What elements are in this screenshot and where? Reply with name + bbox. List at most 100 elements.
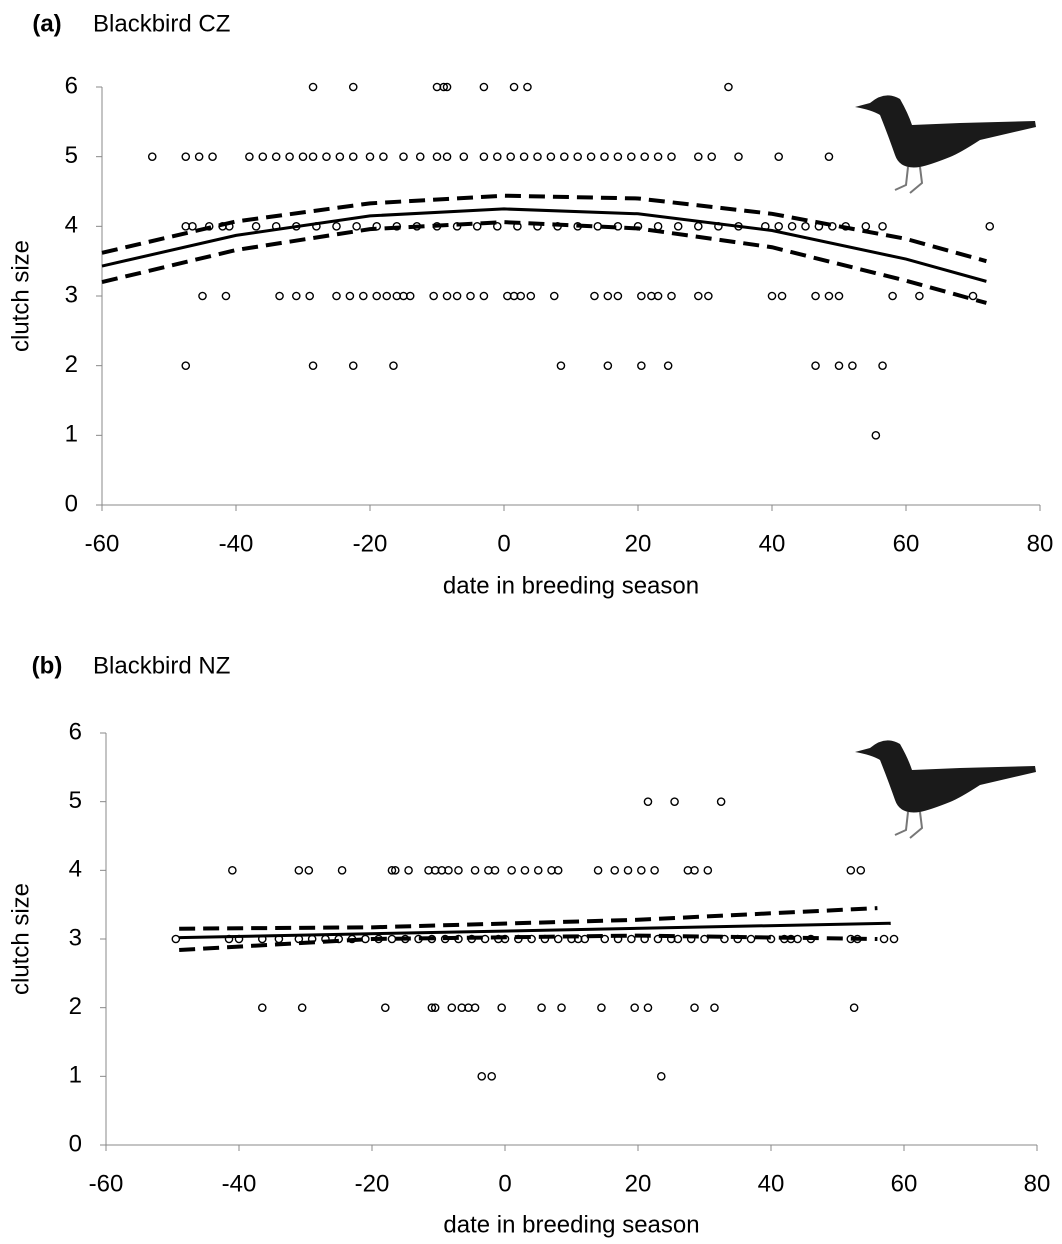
data-point: [204, 222, 214, 231]
y-tick-label: 0: [69, 1130, 82, 1157]
data-point: [537, 1003, 546, 1012]
data-point: [275, 291, 284, 301]
data-point: [452, 291, 462, 301]
data-point: [492, 152, 502, 161]
data-point: [716, 797, 726, 806]
x-tick-label: 80: [1024, 1170, 1051, 1197]
data-point: [258, 152, 268, 161]
data-point: [623, 866, 633, 875]
data-point: [593, 866, 603, 875]
data-point: [663, 361, 673, 370]
ci-line: [101, 193, 987, 264]
x-tick-label: 20: [625, 1170, 652, 1197]
panel-label: (a): [32, 10, 61, 37]
data-point: [533, 866, 543, 875]
data-point: [720, 934, 729, 944]
data-point: [171, 934, 181, 944]
y-tick-label: 5: [69, 787, 82, 814]
data-point: [603, 361, 613, 370]
data-point: [470, 866, 480, 875]
y-tick-label: 5: [65, 142, 78, 169]
data-point: [497, 1003, 506, 1012]
x-axis-label: date in breeding season: [443, 572, 699, 599]
data-point: [439, 82, 449, 92]
data-point: [573, 152, 583, 161]
data-point: [479, 152, 489, 161]
x-tick-label: -60: [89, 1170, 124, 1197]
data-point: [490, 866, 500, 875]
data-point: [477, 1072, 487, 1081]
data-point: [372, 222, 382, 231]
data-point: [811, 291, 820, 301]
data-point: [704, 291, 713, 301]
data-point: [603, 291, 613, 301]
data-point: [352, 222, 361, 231]
panel: (b) Blackbird NZ 0 1 2 3 4 5 6 -60 -40 -20 0 20 40 60 80…: [7, 652, 1050, 1238]
data-point: [365, 152, 375, 161]
data-point: [345, 291, 355, 301]
data-point: [848, 361, 857, 370]
data-point: [390, 866, 400, 875]
data-point: [801, 222, 810, 231]
data-point: [427, 1003, 437, 1012]
data-point: [627, 152, 636, 161]
data-point: [593, 222, 603, 231]
data-point: [667, 291, 676, 301]
data-point: [888, 291, 897, 301]
y-tick-label: 1: [65, 421, 78, 448]
data-point: [181, 361, 191, 370]
data-point: [389, 361, 398, 370]
data-point: [506, 152, 516, 161]
data-point: [553, 866, 563, 875]
data-point: [348, 152, 358, 161]
data-point: [432, 152, 442, 161]
data-point: [600, 152, 609, 161]
data-point: [590, 291, 599, 301]
data-point: [387, 866, 397, 875]
data-point: [630, 1003, 639, 1012]
y-axis-label: clutch size: [7, 883, 34, 995]
data-point: [181, 152, 191, 161]
chart-title: Blackbird CZ: [93, 10, 230, 37]
data-point: [399, 152, 408, 161]
data-point: [767, 291, 777, 301]
data-point: [746, 934, 756, 944]
data-point: [878, 361, 887, 370]
data-point: [332, 222, 341, 231]
y-tick-label: 6: [65, 72, 78, 99]
data-point: [670, 797, 679, 806]
data-point: [774, 222, 784, 231]
data-point: [198, 291, 207, 301]
ci-line: [179, 906, 878, 931]
data-point: [613, 291, 623, 301]
y-tick-label: 3: [65, 281, 78, 308]
data-point: [643, 1003, 653, 1012]
data-point: [257, 1003, 267, 1012]
data-point: [348, 82, 358, 92]
y-tick-label: 2: [65, 351, 78, 378]
data-point: [297, 1003, 307, 1012]
data-point: [308, 361, 318, 370]
data-point: [985, 222, 995, 231]
data-point: [613, 152, 623, 161]
data-point: [787, 222, 797, 231]
x-tick-label: 40: [758, 1170, 785, 1197]
y-tick-label: 2: [69, 993, 82, 1020]
data-point: [466, 291, 475, 301]
data-point: [889, 934, 899, 944]
data-point: [533, 152, 542, 161]
data-point: [523, 82, 532, 92]
data-point: [519, 152, 529, 161]
data-point: [637, 866, 646, 875]
data-point: [332, 291, 341, 301]
data-point: [454, 866, 463, 875]
data-point: [442, 82, 452, 92]
data-point: [308, 152, 318, 161]
data-point: [322, 152, 331, 161]
x-tick-label: 0: [498, 1170, 511, 1197]
data-point: [610, 866, 620, 875]
x-tick-label: -40: [219, 530, 254, 557]
data-point: [442, 291, 452, 301]
data-point: [549, 291, 559, 301]
